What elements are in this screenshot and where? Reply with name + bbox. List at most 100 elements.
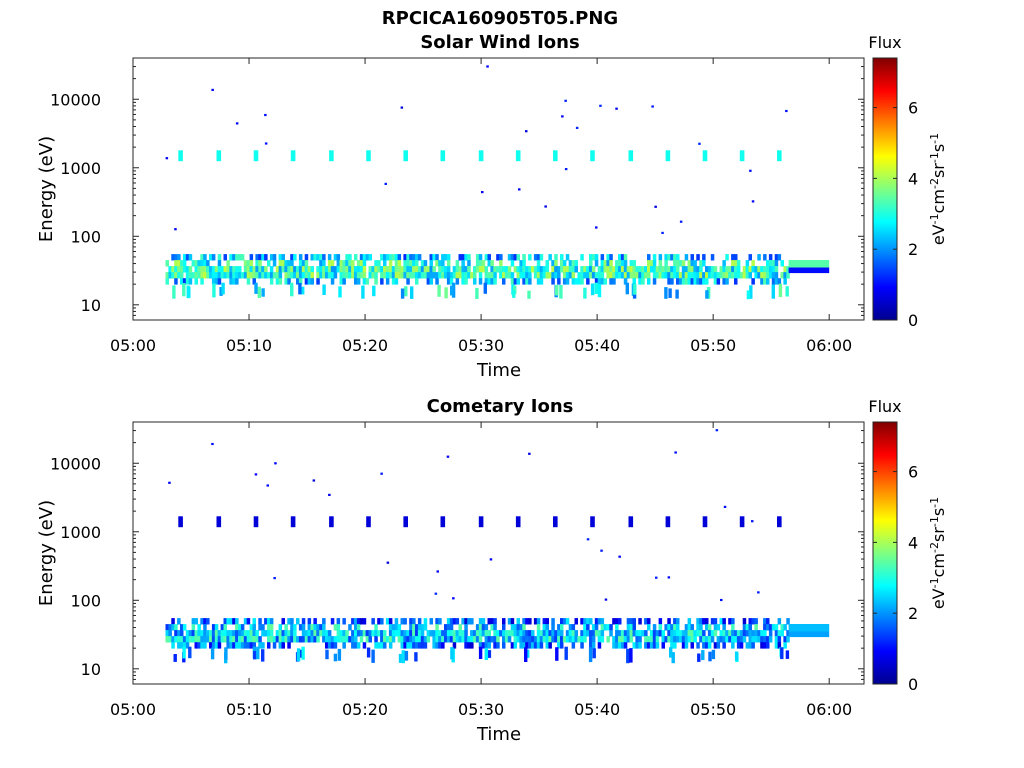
data-cell bbox=[528, 630, 532, 637]
burst-cell bbox=[400, 288, 405, 299]
data-cell bbox=[461, 272, 465, 279]
data-cell bbox=[722, 272, 726, 279]
data-cell bbox=[452, 642, 457, 649]
data-cell bbox=[185, 630, 190, 637]
data-cell bbox=[232, 618, 236, 625]
data-cell bbox=[629, 624, 634, 631]
scatter-cell bbox=[254, 473, 258, 476]
data-cell bbox=[226, 266, 230, 273]
data-cell bbox=[620, 636, 625, 643]
data-cell bbox=[287, 642, 291, 649]
data-cell bbox=[438, 618, 442, 625]
data-cell bbox=[502, 266, 506, 273]
data-cell bbox=[670, 630, 674, 637]
data-cell bbox=[174, 260, 178, 267]
scatter-cell bbox=[698, 142, 701, 145]
data-cell bbox=[696, 630, 700, 637]
data-cell bbox=[766, 260, 770, 267]
sweep-peak-cell bbox=[403, 150, 408, 162]
data-cell bbox=[754, 272, 758, 279]
data-cell bbox=[705, 624, 709, 631]
burst-cell bbox=[221, 282, 225, 295]
scatter-cell bbox=[575, 126, 579, 129]
data-cell bbox=[345, 630, 349, 637]
sweep-peak-cell bbox=[665, 150, 671, 162]
burst-cell bbox=[749, 285, 753, 299]
data-cell bbox=[272, 272, 277, 279]
data-cell bbox=[664, 624, 668, 631]
scatter-cell bbox=[751, 520, 754, 523]
data-cell bbox=[525, 272, 529, 279]
data-cell bbox=[707, 266, 712, 273]
data-cell bbox=[580, 642, 584, 649]
data-cell bbox=[580, 278, 584, 285]
burst-cell bbox=[333, 653, 338, 662]
data-cell bbox=[336, 254, 341, 261]
burst-cell bbox=[675, 289, 679, 299]
burst-cell bbox=[404, 650, 409, 661]
data-cell bbox=[586, 630, 590, 637]
data-cell bbox=[681, 260, 686, 267]
data-cell bbox=[188, 636, 193, 643]
scatter-cell bbox=[386, 561, 390, 564]
data-cell bbox=[264, 266, 268, 273]
data-cell bbox=[699, 260, 703, 267]
data-cell bbox=[557, 636, 561, 643]
data-cell bbox=[536, 642, 541, 649]
data-cell bbox=[667, 630, 671, 637]
data-cell bbox=[217, 260, 222, 267]
data-cell bbox=[670, 624, 674, 631]
data-cell bbox=[676, 630, 680, 637]
data-cell bbox=[687, 618, 692, 625]
data-cell bbox=[739, 642, 744, 649]
data-cell bbox=[362, 254, 367, 261]
data-cell bbox=[374, 642, 378, 649]
data-cell bbox=[615, 260, 619, 267]
data-cell bbox=[722, 636, 726, 643]
burst-cell bbox=[212, 283, 216, 298]
data-cell bbox=[560, 254, 564, 261]
data-cell bbox=[206, 630, 210, 637]
data-cell bbox=[731, 260, 735, 267]
data-cell bbox=[751, 260, 755, 267]
data-cell bbox=[528, 642, 532, 649]
data-cell bbox=[284, 624, 288, 631]
x-tick-label: 06:00 bbox=[806, 336, 852, 355]
data-cell bbox=[345, 266, 349, 273]
data-cell bbox=[174, 254, 178, 261]
data-cell bbox=[278, 642, 283, 649]
data-cell bbox=[293, 266, 297, 273]
burst-cell bbox=[625, 282, 629, 295]
data-cell bbox=[771, 266, 776, 273]
data-cell bbox=[615, 272, 619, 279]
data-cell bbox=[728, 630, 732, 637]
burst-cell bbox=[483, 282, 487, 294]
data-cell bbox=[197, 630, 201, 637]
data-cell bbox=[191, 618, 196, 625]
data-cell bbox=[403, 618, 407, 625]
sweep-peak-cell bbox=[515, 150, 521, 162]
data-cell bbox=[261, 272, 265, 279]
data-cell bbox=[446, 266, 451, 273]
data-cell bbox=[684, 266, 689, 273]
data-cell bbox=[310, 266, 314, 273]
data-cell bbox=[182, 260, 187, 267]
data-cell bbox=[597, 630, 602, 637]
scatter-cell bbox=[165, 157, 169, 160]
data-cell bbox=[301, 272, 306, 279]
data-cell bbox=[786, 636, 790, 643]
data-cell bbox=[409, 624, 413, 631]
data-cell bbox=[589, 266, 593, 273]
data-cell bbox=[420, 630, 425, 637]
data-cell bbox=[623, 642, 628, 649]
data-cell bbox=[774, 260, 779, 267]
burst-cell bbox=[512, 290, 516, 298]
data-cell bbox=[441, 630, 445, 637]
data-cell bbox=[252, 642, 256, 649]
data-cell bbox=[731, 272, 735, 279]
data-cell bbox=[754, 618, 758, 625]
data-cell bbox=[594, 254, 599, 261]
data-cell bbox=[330, 642, 335, 649]
data-cell bbox=[415, 624, 419, 631]
data-cell bbox=[539, 272, 544, 279]
